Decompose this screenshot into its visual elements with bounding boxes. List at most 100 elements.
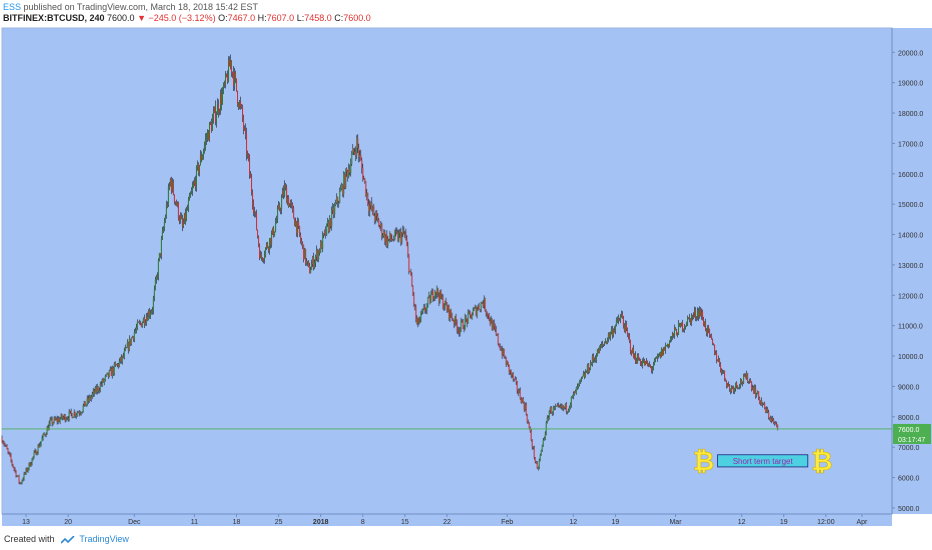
y-tick-label: 12000.0 (898, 293, 923, 300)
candle-body (284, 184, 286, 196)
candle-body (273, 227, 275, 236)
price-tag (893, 423, 931, 434)
tradingview-brand[interactable]: TradingView (79, 534, 129, 544)
candle-body (405, 233, 407, 240)
candle-body (546, 417, 548, 423)
candle-body (536, 462, 538, 469)
candle-body (736, 383, 738, 386)
candle-body (393, 239, 395, 241)
candle-body (547, 417, 549, 420)
time-axis[interactable] (2, 514, 892, 526)
candle-body (637, 355, 639, 361)
candle-body (62, 417, 64, 419)
candle-body (574, 391, 576, 394)
candle-body (344, 174, 346, 188)
candle-body (415, 306, 417, 319)
candle-body (427, 297, 429, 305)
candle-body (503, 349, 505, 358)
candle-body (451, 316, 453, 320)
candle-body (109, 368, 111, 371)
plot-background[interactable] (1, 27, 893, 515)
y-tick-label: 5000.0 (898, 506, 920, 513)
candle-body (369, 205, 371, 212)
candle-body (173, 194, 175, 202)
candle-body (401, 233, 403, 243)
candle-body (165, 204, 167, 218)
candle-body (558, 405, 560, 407)
candle-body (660, 349, 662, 358)
candle-body (526, 414, 528, 422)
candle-body (524, 404, 526, 410)
candle-body (663, 347, 665, 351)
candle-body (74, 412, 76, 417)
target-box[interactable] (717, 454, 809, 468)
candle-body (377, 215, 379, 220)
candle-body (757, 391, 759, 394)
candle-body (43, 433, 45, 435)
candle-body (264, 255, 266, 260)
candle-body (268, 247, 270, 251)
candle-body (202, 151, 204, 156)
candle-body (383, 231, 385, 237)
candle-body (569, 404, 571, 408)
candle-body (226, 74, 228, 77)
candle-body (66, 418, 68, 420)
candle-body (373, 206, 375, 216)
candle-body (603, 343, 605, 345)
candle-body (406, 239, 408, 246)
candle-body (34, 450, 36, 453)
candle-body (581, 376, 583, 379)
candle-body (141, 322, 143, 327)
candle-body (431, 290, 433, 295)
candle-body (700, 308, 702, 316)
candle-body (628, 336, 630, 341)
candle-body (72, 417, 74, 419)
candle-body (105, 374, 107, 376)
candle-body (330, 218, 332, 227)
candle-body (449, 309, 451, 319)
candle-body (720, 364, 722, 371)
candle-body (511, 373, 513, 376)
candle-body (345, 168, 347, 188)
candle-body (59, 418, 61, 422)
candle-body (592, 356, 594, 360)
candle-body (119, 357, 121, 362)
candle-body (213, 106, 215, 113)
price-chart[interactable]: 5000.06000.07000.08000.09000.010000.0110… (0, 26, 932, 526)
candle-body (97, 386, 99, 391)
svg-text:₿: ₿ (811, 447, 832, 477)
candle-body (484, 298, 486, 311)
candle-body (652, 365, 654, 369)
candle-body (651, 368, 653, 371)
candle-body (186, 208, 188, 210)
chart-area[interactable]: 5000.0 6000.0 7000.0 8000.0 9000.0 10000.0 110… (0, 26, 932, 526)
candle-body (420, 312, 422, 320)
candle-body (386, 234, 388, 246)
candle-body (235, 72, 237, 79)
candle-body (355, 152, 357, 156)
x-tick-label: Feb (501, 519, 513, 526)
candle-body (687, 318, 689, 326)
candle-body (624, 323, 626, 332)
candle-body (219, 94, 221, 111)
candle-body (463, 328, 465, 330)
ohlc-legend: BITFINEX:BTCUSD, 240 7600.0 ▼ −245.0 (−3… (3, 13, 371, 23)
candle-body (448, 305, 450, 319)
candle-body (296, 221, 298, 234)
candle-body (182, 223, 184, 227)
candle-body (196, 163, 198, 168)
candle-body (497, 334, 499, 344)
candle-body (761, 400, 763, 406)
candle-body (254, 211, 256, 213)
candle-body (161, 231, 163, 239)
candle-body (613, 329, 615, 332)
candle-body (246, 133, 248, 155)
candle-body (544, 433, 546, 439)
y-tick-label: 17000.0 (898, 141, 923, 148)
author-link[interactable]: ESS (3, 2, 22, 12)
symbol-label[interactable]: BITFINEX:BTCUSD, 240 (3, 13, 105, 23)
candle-body (290, 202, 292, 204)
candle-body (607, 333, 609, 340)
candle-body (339, 191, 341, 203)
candle-body (468, 311, 470, 313)
